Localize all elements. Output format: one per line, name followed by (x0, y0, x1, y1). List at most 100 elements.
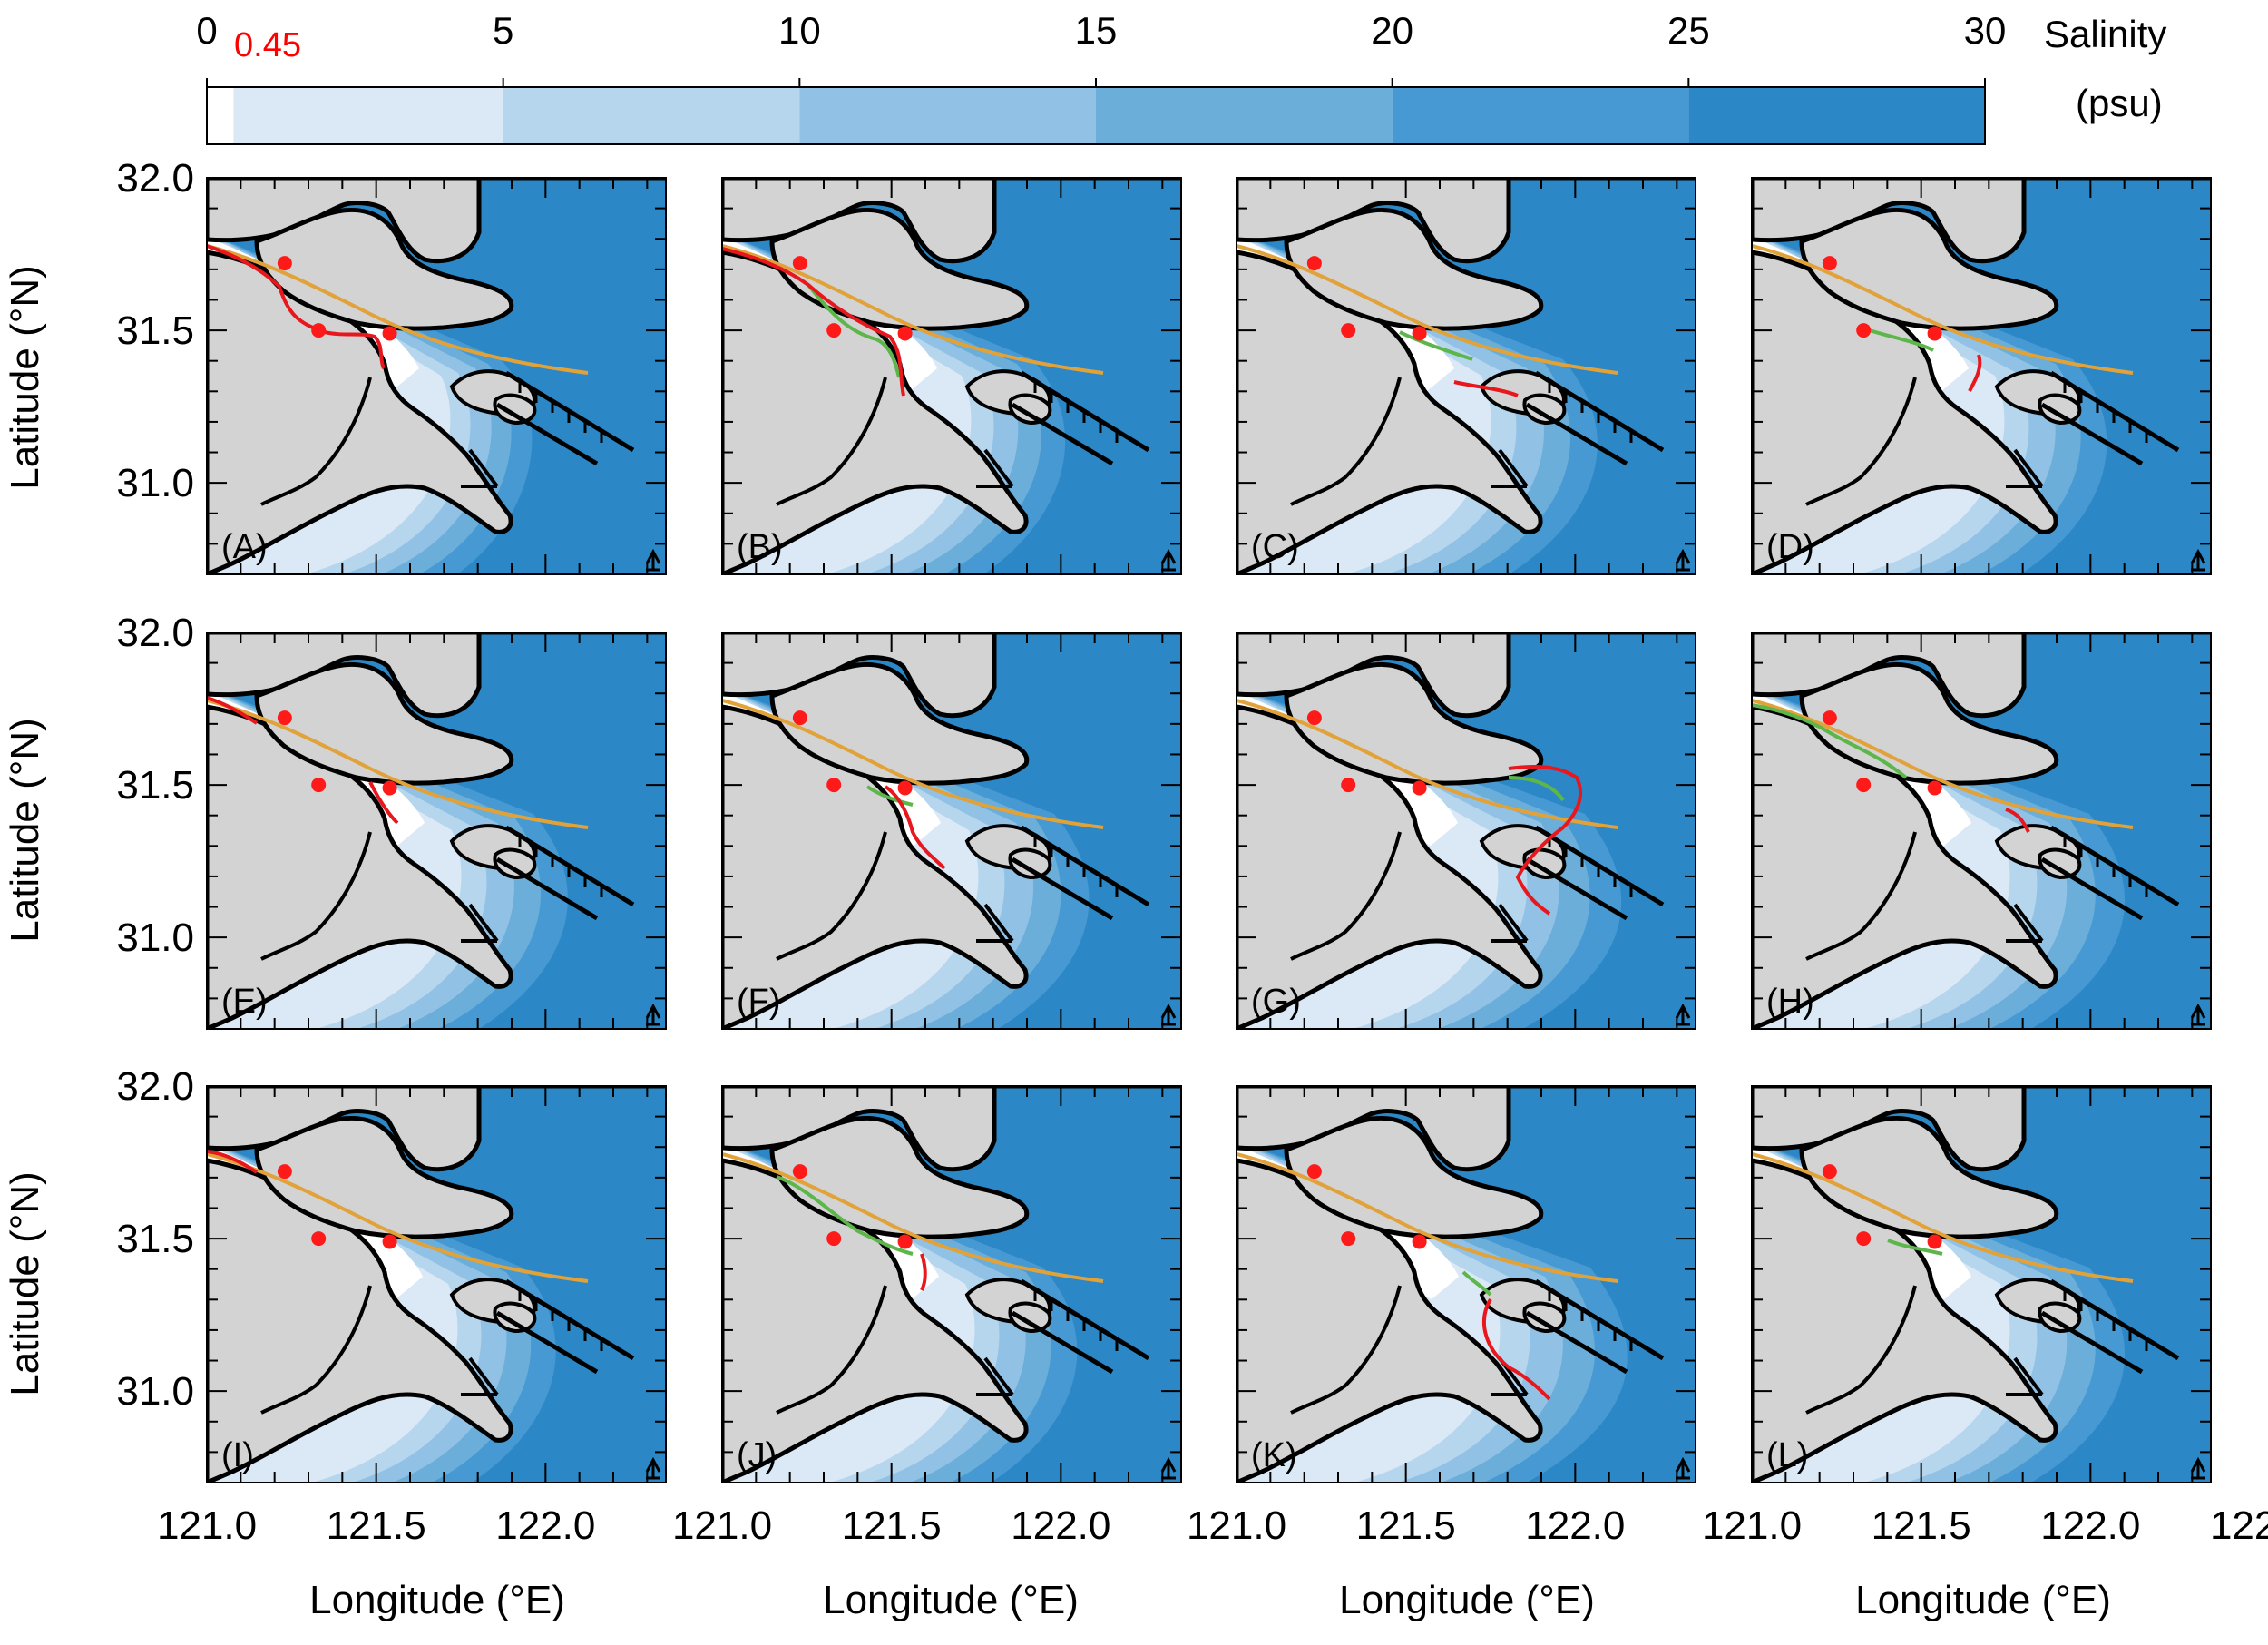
y-tick-label: 31.0 (116, 1369, 194, 1414)
north-jetty (2049, 825, 2180, 907)
colorbar-band (1392, 87, 1689, 144)
chongming-island (1799, 207, 2059, 331)
chongming-island (1284, 661, 1544, 786)
isohaline-orange (1237, 699, 1618, 829)
panel-content (1752, 178, 2211, 574)
hengsha-island (1522, 847, 1567, 880)
station-marker (826, 778, 842, 793)
panel-label: (K) (1251, 1436, 1297, 1474)
north-jetty (1534, 825, 1665, 907)
map-panel: (J) 121.0 121.5 122.0 (672, 1084, 1182, 1548)
south-jetty (1011, 857, 1114, 921)
south-jetty (1011, 1310, 1114, 1375)
north-arrow-icon (1160, 1456, 1177, 1480)
panel-frame (1751, 177, 2212, 575)
isohaline-red (207, 1150, 259, 1174)
chongming-island (254, 661, 514, 786)
north-arrow-icon (1675, 548, 1691, 572)
x-tick-label: 121.0 (1187, 1503, 1286, 1548)
panel-label: (J) (737, 1436, 777, 1474)
north-arrow-icon (1160, 1003, 1177, 1026)
bridge-line (1491, 903, 1529, 943)
station-marker (382, 780, 397, 796)
colorbar-tick-label: 10 (778, 9, 821, 52)
station-marker (1927, 1234, 1942, 1249)
isohaline-red (920, 1253, 927, 1291)
isohaline-red (722, 247, 905, 397)
bridge-line (2006, 903, 2044, 943)
chongming-island (1284, 1115, 1544, 1239)
isohaline-red (1508, 765, 1582, 916)
isohaline-red (207, 696, 399, 825)
station-marker (1306, 1164, 1322, 1180)
north-jetty (1020, 1278, 1150, 1361)
station-marker (277, 1164, 292, 1180)
panel-frame (206, 632, 667, 1030)
panel-ticks (1751, 1084, 2211, 1483)
station-marker (897, 1234, 913, 1249)
north-jetty (1020, 825, 1150, 907)
north-arrow-icon (2190, 548, 2206, 572)
station-marker (1306, 256, 1322, 271)
x-tick-label: 122.5 (2210, 1503, 2268, 1548)
station-marker (1927, 326, 1942, 341)
chongming-island (769, 1115, 1030, 1239)
isohaline-orange (1237, 244, 1618, 375)
river-channel (776, 831, 887, 961)
north-jetty (1534, 1278, 1665, 1361)
isohaline-orange (207, 699, 589, 829)
isohaline-orange (722, 699, 1104, 829)
x-tick-label: 122.0 (1525, 1503, 1625, 1548)
station-marker (826, 323, 842, 338)
colorbar-tick-label: 20 (1371, 9, 1413, 52)
colorbar-tick-label: 5 (493, 9, 513, 52)
hengsha-island (1008, 393, 1052, 426)
panel-ticks (1236, 1084, 1696, 1483)
panel-frame (206, 1085, 667, 1483)
colorbar-band (799, 87, 1096, 144)
north-arrow-icon (645, 1003, 661, 1026)
panel-frame (721, 177, 1182, 575)
x-axis-titles: Longitude (°E) Longitude (°E) Longitude … (309, 1578, 2111, 1622)
y-tick-label: 31.5 (116, 1217, 194, 1261)
hengsha-island (2038, 1301, 2082, 1334)
map-panel: (H) (1751, 631, 2212, 1030)
panel-frame (721, 632, 1182, 1030)
south-jetty (2040, 857, 2144, 921)
river-channel (1805, 377, 1917, 506)
south-jetty (1011, 402, 1114, 466)
north-arrow-icon (2190, 1456, 2206, 1480)
colorbar-unit: (psu) (2076, 82, 2163, 124)
isohaline-green (1461, 1270, 1492, 1297)
panel-ticks (721, 631, 1181, 1030)
panel-label: (I) (221, 1436, 254, 1474)
isohaline-orange (207, 1152, 589, 1283)
north-arrow-icon (1675, 1456, 1691, 1480)
river-channel (260, 377, 372, 506)
station-marker (897, 326, 913, 341)
bridge-line (976, 1356, 1014, 1396)
isohaline-red (2005, 808, 2030, 833)
x-tick-label: 122.0 (2040, 1503, 2140, 1548)
station-marker (897, 780, 913, 796)
bridge-line (461, 448, 499, 488)
isohaline-green (1508, 776, 1565, 802)
colorbar-ticks: 0 5 10 15 20 25 30 (196, 9, 2006, 87)
colorbar-bands (207, 87, 1985, 144)
station-marker (277, 256, 292, 271)
station-marker (1856, 323, 1872, 338)
bridge-line (461, 1356, 499, 1396)
chongming-island (1284, 207, 1544, 331)
map-panel: (G) (1236, 631, 1696, 1030)
x-tick-label: 121.5 (1356, 1503, 1456, 1548)
y-tick-label: 31.0 (116, 461, 194, 505)
panel-frame (1751, 632, 2212, 1030)
station-marker (382, 1234, 397, 1249)
colorbar-title: Salinity (2044, 13, 2166, 55)
hengsha-island (493, 1301, 537, 1334)
y-axis-title-row-1: Latitude (°N) (3, 265, 47, 489)
north-jetty (504, 1278, 635, 1361)
station-marker (311, 1231, 327, 1247)
panel-label: (F) (737, 983, 781, 1021)
isohaline-green (807, 283, 901, 378)
